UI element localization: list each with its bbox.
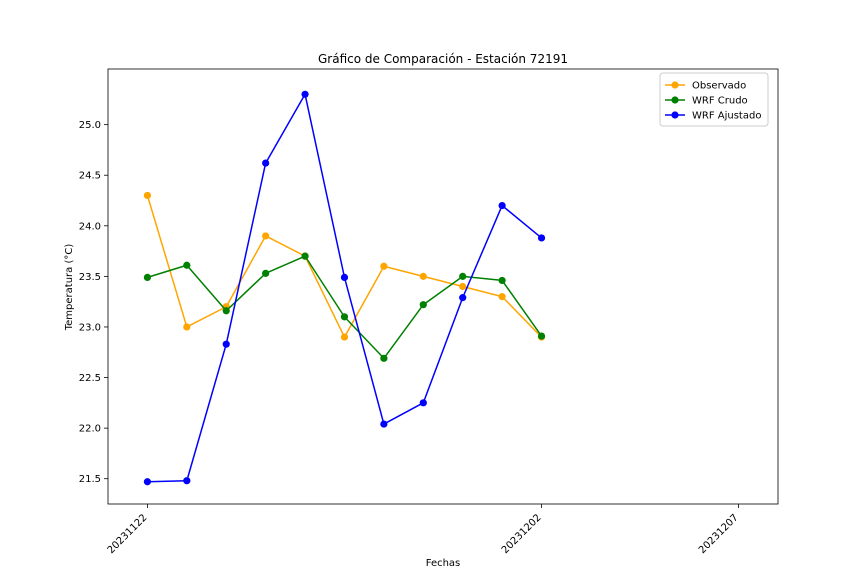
data-point [419, 272, 427, 280]
data-point [222, 340, 230, 348]
data-point [340, 313, 349, 321]
x-axis: 20231122 20231202 20231207 [106, 504, 741, 556]
y-tick-label: 25.0 [79, 120, 101, 131]
data-point [143, 273, 152, 281]
legend: Observado WRF Crudo WRF Ajustado [659, 72, 769, 127]
y-tick-label: 22.5 [79, 373, 101, 384]
data-point [380, 262, 388, 270]
data-point [301, 90, 309, 98]
legend-label: WRF Ajustado [692, 111, 761, 122]
data-point [498, 276, 506, 285]
legend-swatch-marker [671, 96, 679, 104]
data-point [419, 301, 427, 309]
plot-area [107, 68, 779, 505]
x-tick-label: 20231202 [500, 512, 544, 556]
data-point [419, 399, 427, 407]
y-tick-label: 23.0 [79, 322, 101, 333]
y-axis-label: Temperatura (°C) [64, 244, 75, 332]
data-point [537, 234, 546, 242]
data-point [183, 323, 191, 331]
x-axis-label: Fechas [426, 558, 461, 569]
y-tick-label: 21.5 [79, 474, 101, 485]
y-tick-label: 23.5 [79, 272, 101, 283]
data-point [222, 307, 230, 315]
x-tick-label: 20231122 [106, 512, 150, 556]
legend-swatch-marker [671, 111, 679, 119]
data-point [340, 273, 349, 281]
data-point [459, 282, 467, 291]
data-point [498, 201, 506, 210]
data-point [380, 420, 388, 428]
data-point [459, 272, 467, 280]
data-point [380, 354, 388, 362]
data-point [183, 477, 191, 485]
data-point [143, 478, 152, 486]
data-point [262, 232, 270, 240]
data-point [143, 191, 152, 200]
data-point [183, 261, 191, 269]
chart-title: Gráfico de Comparación - Estación 72191 [318, 52, 568, 66]
data-point [340, 333, 349, 341]
data-point [498, 293, 506, 301]
y-axis: 21.5 22.0 22.5 23.0 23.5 24.0 24.5 25.0 [79, 120, 108, 485]
y-tick-label: 24.0 [79, 221, 101, 232]
y-tick-label: 24.5 [79, 171, 101, 182]
legend-label: Observado [692, 81, 746, 92]
data-point [301, 252, 309, 260]
legend-box [659, 72, 769, 127]
data-point [262, 269, 270, 277]
x-tick-label: 20231207 [697, 512, 741, 556]
legend-label: WRF Crudo [692, 96, 748, 107]
y-tick-label: 22.0 [79, 424, 101, 435]
series-layer [143, 90, 546, 486]
series-wrf-crudo [143, 252, 546, 362]
series-observado [143, 191, 546, 341]
series-wrf-ajustado [143, 90, 546, 486]
series-line [147, 255, 543, 360]
data-point [262, 159, 270, 167]
data-point [537, 332, 546, 340]
data-point [459, 294, 467, 302]
legend-swatch-marker [671, 81, 679, 89]
